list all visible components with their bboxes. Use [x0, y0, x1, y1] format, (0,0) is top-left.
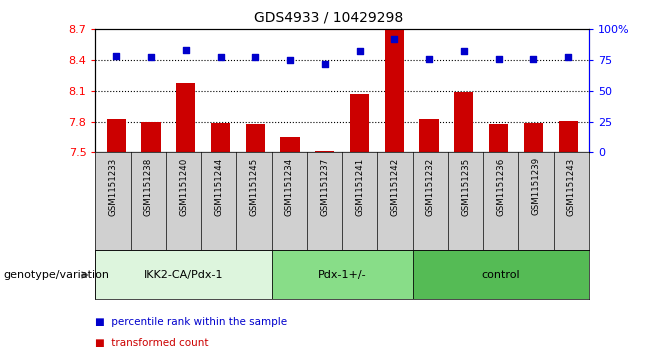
Text: GSM1151237: GSM1151237	[320, 158, 329, 216]
Text: ■  transformed count: ■ transformed count	[95, 338, 209, 348]
Bar	[454, 92, 473, 152]
Bar	[280, 137, 299, 152]
Bar	[245, 124, 265, 152]
Bar	[315, 151, 334, 152]
Bar	[95, 250, 272, 299]
Bar	[107, 118, 126, 152]
Bar	[489, 124, 508, 152]
Bar	[141, 122, 161, 152]
Bar	[211, 123, 230, 152]
Text: IKK2-CA/Pdx-1: IKK2-CA/Pdx-1	[144, 270, 223, 280]
Text: GDS4933 / 10429298: GDS4933 / 10429298	[255, 11, 403, 25]
Bar	[176, 82, 195, 152]
Point	[459, 48, 469, 54]
Text: GSM1151233: GSM1151233	[109, 158, 118, 216]
Text: GSM1151243: GSM1151243	[567, 158, 576, 216]
Text: genotype/variation: genotype/variation	[3, 270, 109, 280]
Point	[389, 36, 399, 42]
Point	[354, 48, 365, 54]
Text: GSM1151232: GSM1151232	[426, 158, 435, 216]
Bar	[272, 250, 413, 299]
Point	[494, 56, 504, 62]
Text: GSM1151239: GSM1151239	[532, 158, 540, 216]
Point	[215, 54, 226, 60]
Text: GSM1151236: GSM1151236	[496, 158, 505, 216]
Text: GSM1151234: GSM1151234	[285, 158, 293, 216]
Text: GSM1151241: GSM1151241	[355, 158, 365, 216]
Text: GSM1151245: GSM1151245	[249, 158, 259, 216]
Bar	[524, 123, 543, 152]
Text: GSM1151240: GSM1151240	[179, 158, 188, 216]
Bar	[413, 250, 589, 299]
Text: GSM1151235: GSM1151235	[461, 158, 470, 216]
Point	[563, 54, 573, 60]
Text: ■  percentile rank within the sample: ■ percentile rank within the sample	[95, 317, 288, 327]
Bar	[385, 30, 404, 152]
Point	[424, 56, 434, 62]
Point	[180, 47, 191, 53]
Point	[320, 61, 330, 66]
Text: Pdx-1+/-: Pdx-1+/-	[318, 270, 367, 280]
Text: GSM1151238: GSM1151238	[144, 158, 153, 216]
Bar	[350, 94, 369, 152]
Point	[111, 53, 122, 59]
Point	[146, 54, 157, 60]
Bar	[559, 121, 578, 152]
Point	[528, 56, 538, 62]
Text: control: control	[482, 270, 520, 280]
Bar	[420, 118, 439, 152]
Point	[250, 54, 261, 60]
Text: GSM1151242: GSM1151242	[391, 158, 399, 216]
Text: GSM1151244: GSM1151244	[215, 158, 223, 216]
Point	[285, 57, 295, 63]
